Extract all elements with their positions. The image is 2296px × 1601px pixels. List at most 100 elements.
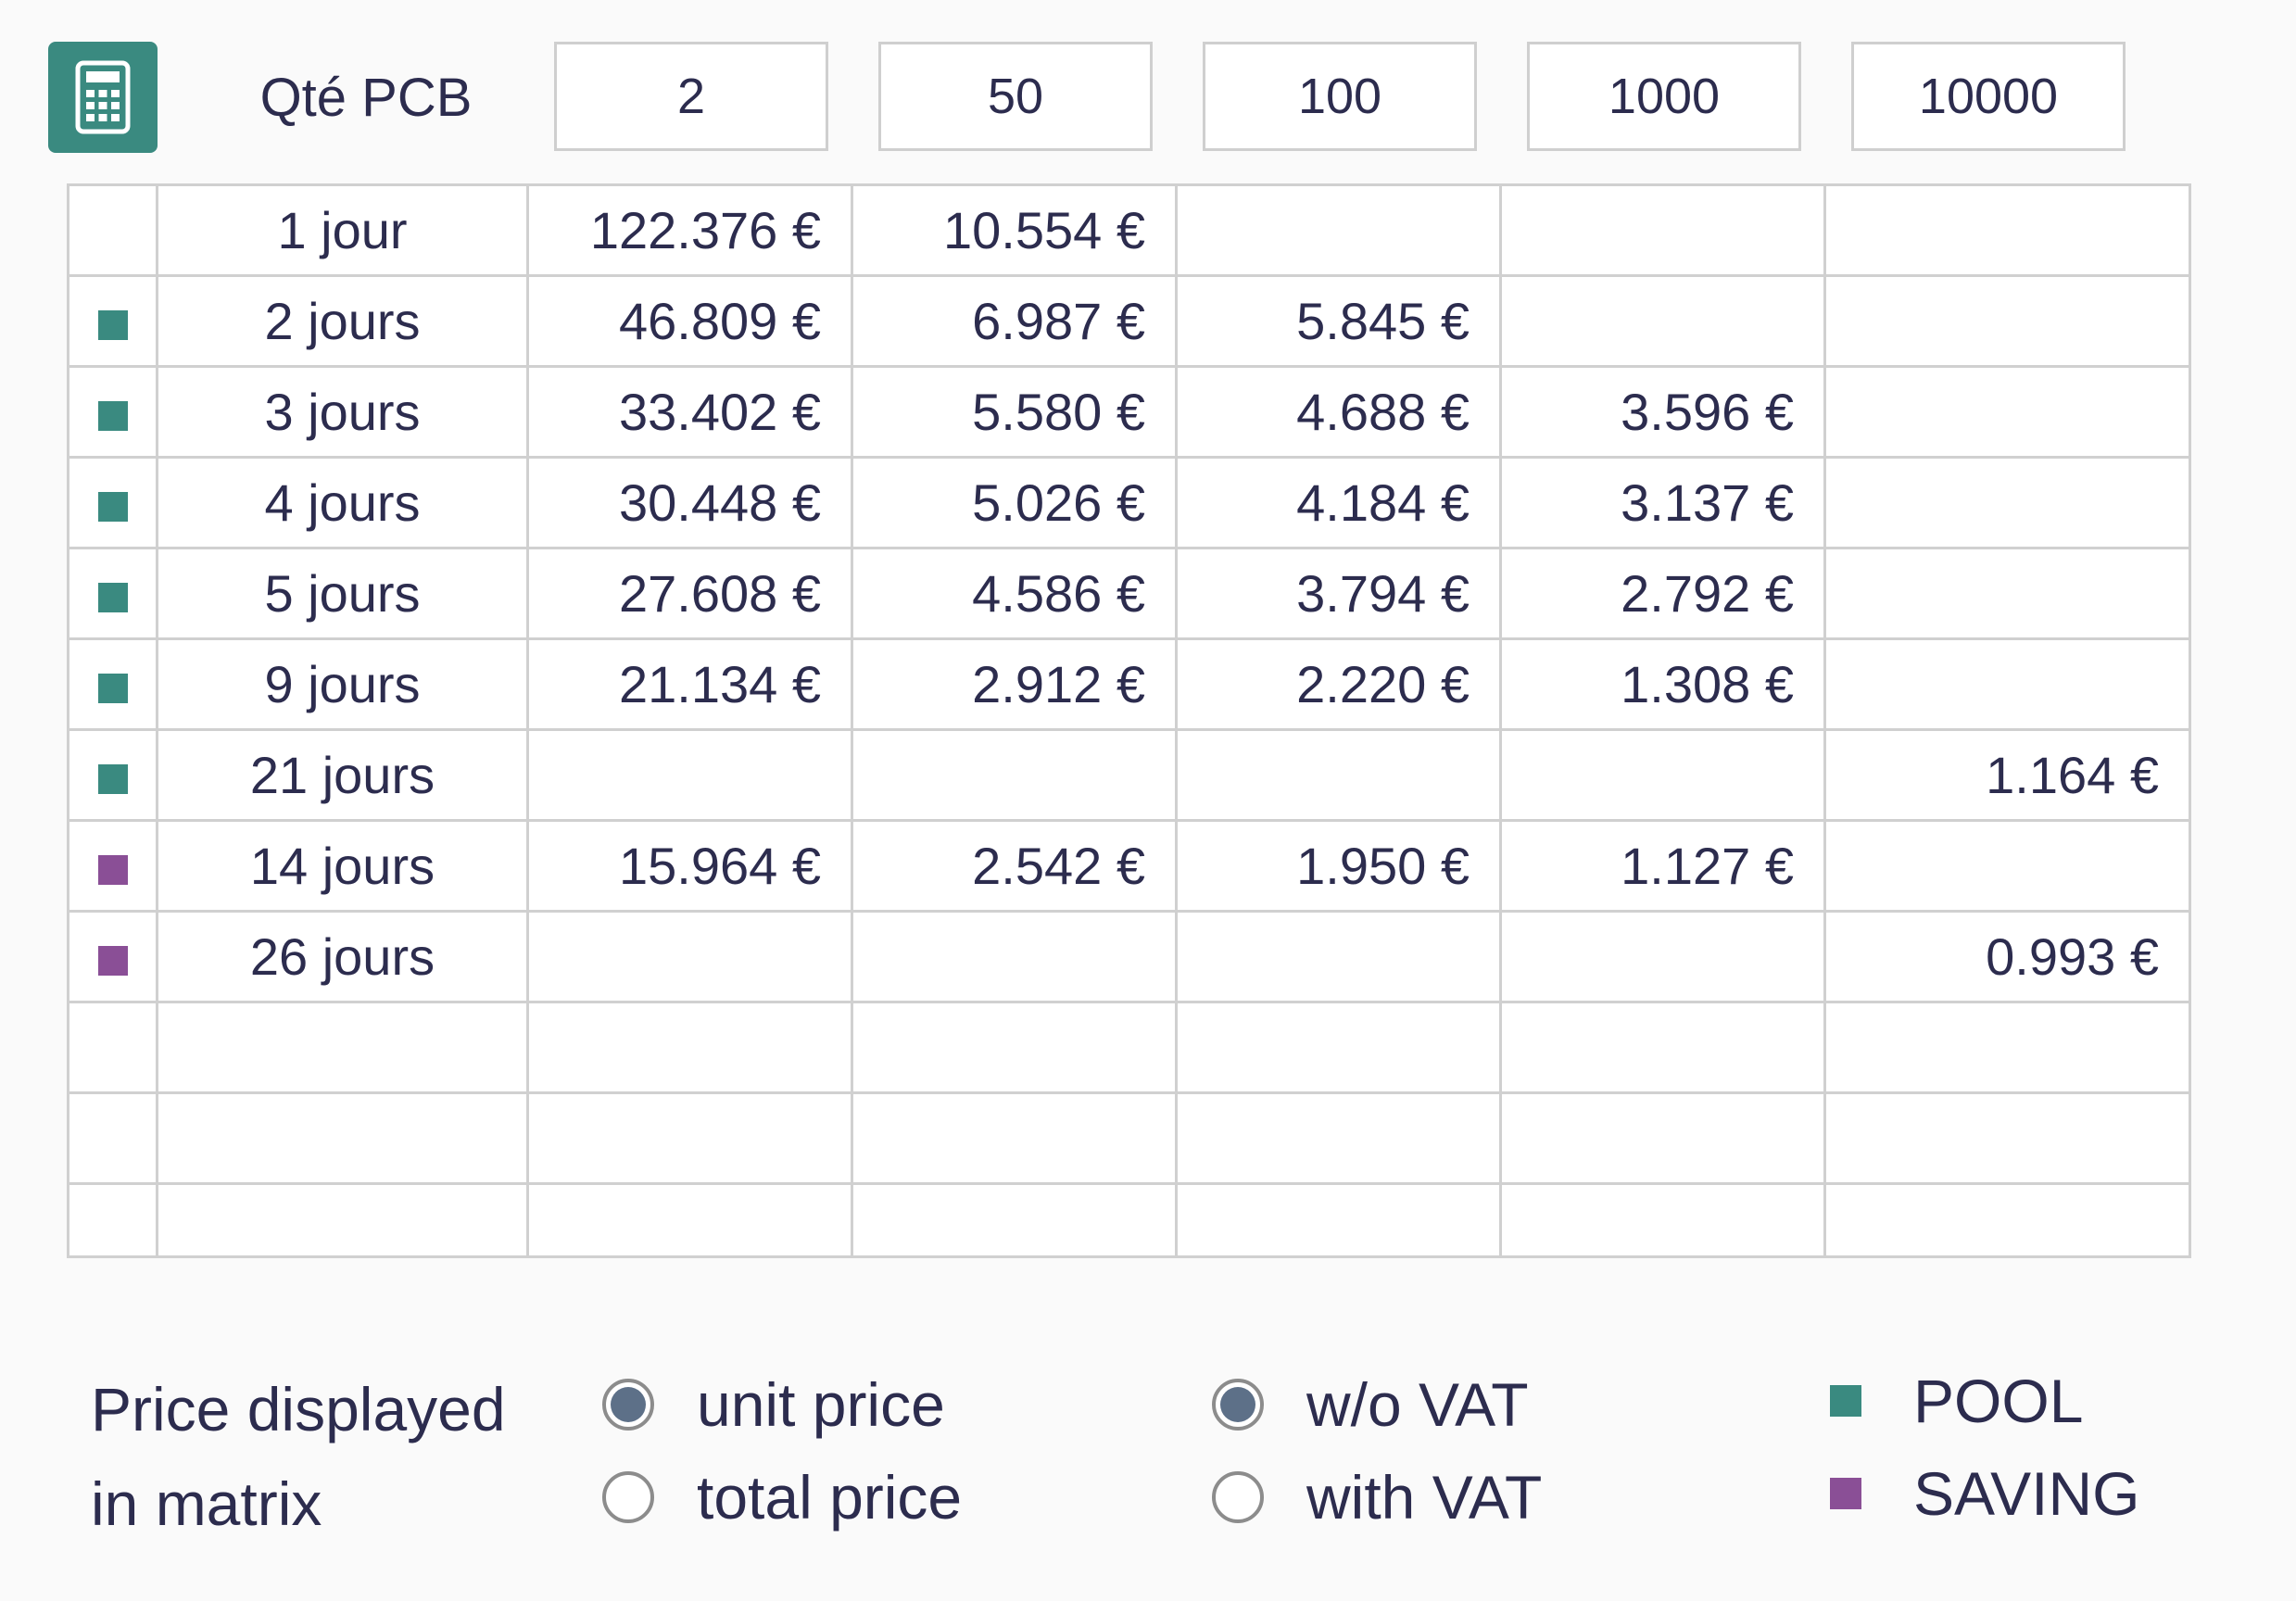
price-cell: [526, 1091, 853, 1185]
quantity-label: Qté PCB: [259, 67, 473, 128]
quantity-option-2[interactable]: 2: [554, 42, 828, 151]
row-marker-cell: [67, 1001, 158, 1094]
matrix-row: 1 jour 122.376 €10.554 €: [67, 183, 2191, 277]
with-vat-option[interactable]: with VAT: [1212, 1451, 1542, 1544]
price-cell[interactable]: 10.554 €: [851, 183, 1178, 277]
price-display-label: Price displayed in matrix: [91, 1362, 554, 1551]
pool-marker: [97, 492, 128, 523]
price-cell: [1175, 183, 1502, 277]
price-cell[interactable]: 3.137 €: [1499, 456, 1826, 549]
price-cell: [1499, 1001, 1826, 1094]
saving-legend-swatch: [1830, 1478, 1861, 1509]
price-matrix-body: 1 jour 122.376 €10.554 €2 jours 46.809 €6.…: [67, 183, 2191, 1258]
row-marker-cell: [67, 910, 158, 1003]
price-cell[interactable]: 46.809 €: [526, 274, 853, 368]
price-cell: [526, 910, 853, 1003]
price-cell[interactable]: 2.542 €: [851, 819, 1178, 913]
price-cell: [1499, 1091, 1826, 1185]
price-cell[interactable]: 27.608 €: [526, 547, 853, 640]
total-price-option[interactable]: total price: [602, 1451, 962, 1544]
pool-legend-swatch: [1830, 1385, 1861, 1417]
price-cell: [1823, 365, 2191, 459]
price-cell[interactable]: 5.845 €: [1175, 274, 1502, 368]
price-cell[interactable]: 5.580 €: [851, 365, 1178, 459]
price-cell[interactable]: 1.308 €: [1499, 637, 1826, 731]
without-vat-radio[interactable]: [1212, 1379, 1264, 1431]
row-marker-cell: [67, 728, 158, 822]
lead-time-cell: 26 jours: [156, 910, 529, 1003]
price-cell[interactable]: 3.794 €: [1175, 547, 1502, 640]
unit-price-radio[interactable]: [602, 1379, 654, 1431]
saving-legend-label: SAVING: [1913, 1459, 2140, 1528]
with-vat-radio[interactable]: [1212, 1471, 1264, 1523]
price-display-label-line1: Price displayed: [91, 1375, 506, 1443]
quantity-option-10000[interactable]: 10000: [1851, 42, 2126, 151]
price-cell[interactable]: 33.402 €: [526, 365, 853, 459]
price-cell[interactable]: 30.448 €: [526, 456, 853, 549]
price-cell: [1823, 274, 2191, 368]
unit-price-option[interactable]: unit price: [602, 1358, 945, 1451]
lead-time-cell: 21 jours: [156, 728, 529, 822]
pool-legend-label: POOL: [1913, 1367, 2084, 1435]
quantity-option-50[interactable]: 50: [878, 42, 1153, 151]
price-cell[interactable]: 6.987 €: [851, 274, 1178, 368]
price-cell[interactable]: 1.950 €: [1175, 819, 1502, 913]
price-cell: [526, 1182, 853, 1258]
saving-marker: [97, 946, 128, 977]
matrix-row: 26 jours 0.993 €: [67, 910, 2191, 1003]
price-cell: [851, 1182, 1178, 1258]
price-cell: [1499, 274, 1826, 368]
price-cell: [1823, 456, 2191, 549]
price-cell: [526, 728, 853, 822]
radio-selected-dot: [611, 1387, 646, 1422]
price-cell: [1499, 1182, 1826, 1258]
price-cell[interactable]: 4.688 €: [1175, 365, 1502, 459]
calculator-button[interactable]: [48, 42, 158, 153]
row-marker-cell: [67, 274, 158, 368]
price-cell: [1175, 1182, 1502, 1258]
price-cell[interactable]: 2.792 €: [1499, 547, 1826, 640]
price-cell: [526, 1001, 853, 1094]
matrix-row: 14 jours 15.964 €2.542 €1.950 €1.127 €: [67, 819, 2191, 913]
price-cell[interactable]: 1.164 €: [1823, 728, 2191, 822]
price-cell: [851, 1001, 1178, 1094]
row-marker-cell: [67, 547, 158, 640]
price-cell: [1175, 728, 1502, 822]
lead-time-cell: 3 jours: [156, 365, 529, 459]
price-cell[interactable]: 15.964 €: [526, 819, 853, 913]
legend-saving: SAVING: [1830, 1447, 2140, 1540]
price-cell[interactable]: 4.586 €: [851, 547, 1178, 640]
calculator-icon: [75, 60, 131, 134]
saving-marker: [97, 855, 128, 886]
price-cell[interactable]: 1.127 €: [1499, 819, 1826, 913]
unit-price-label: unit price: [697, 1370, 945, 1439]
quantity-option-1000[interactable]: 1000: [1527, 42, 1801, 151]
pool-marker: [97, 401, 128, 432]
pool-marker: [97, 310, 128, 341]
total-price-radio[interactable]: [602, 1471, 654, 1523]
price-cell[interactable]: 122.376 €: [526, 183, 853, 277]
pool-marker: [97, 583, 128, 613]
price-cell[interactable]: 21.134 €: [526, 637, 853, 731]
quantity-option-100[interactable]: 100: [1203, 42, 1477, 151]
matrix-row: 5 jours 27.608 €4.586 €3.794 €2.792 €: [67, 547, 2191, 640]
price-cell[interactable]: 4.184 €: [1175, 456, 1502, 549]
row-marker-cell: [67, 1182, 158, 1258]
price-cell[interactable]: 0.993 €: [1823, 910, 2191, 1003]
lead-time-cell: 1 jour: [156, 183, 529, 277]
matrix-row: [67, 1091, 2191, 1185]
with-vat-label: with VAT: [1306, 1463, 1543, 1532]
price-cell: [851, 910, 1178, 1003]
row-marker-cell: [67, 365, 158, 459]
price-cell[interactable]: 2.220 €: [1175, 637, 1502, 731]
matrix-row: 21 jours 1.164 €: [67, 728, 2191, 822]
price-cell[interactable]: 3.596 €: [1499, 365, 1826, 459]
price-cell[interactable]: 5.026 €: [851, 456, 1178, 549]
price-matrix: 1 jour 122.376 €10.554 €2 jours 46.809 €6.…: [67, 183, 2191, 1258]
lead-time-cell: 9 jours: [156, 637, 529, 731]
without-vat-label: w/o VAT: [1306, 1370, 1529, 1439]
price-cell[interactable]: 2.912 €: [851, 637, 1178, 731]
without-vat-option[interactable]: w/o VAT: [1212, 1358, 1529, 1451]
price-cell: [851, 728, 1178, 822]
price-cell: [1499, 183, 1826, 277]
